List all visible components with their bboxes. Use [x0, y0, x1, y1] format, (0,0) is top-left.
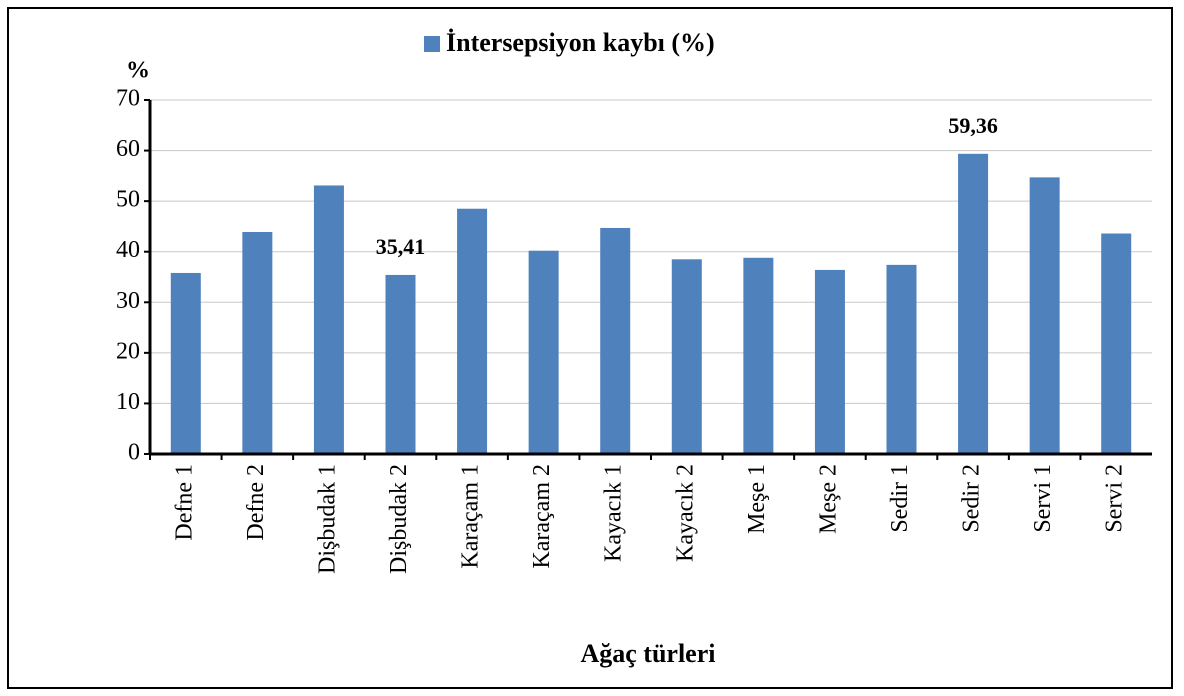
x-tick-label: Karaçam 2: [529, 464, 555, 569]
x-axis-label: Ağaç türleri: [580, 639, 715, 668]
bar: [600, 227, 631, 454]
x-tick-label: Dişbudak 1: [314, 464, 340, 574]
bar: [814, 269, 845, 454]
x-tick-label: Meşe 2: [815, 464, 841, 534]
bar: [743, 257, 774, 454]
bar: [457, 208, 488, 454]
bar: [170, 272, 201, 454]
x-tick-label: Dişbudak 2: [386, 464, 412, 574]
x-tick-label: Defne 1: [171, 464, 197, 541]
legend-swatch: [424, 36, 440, 52]
bar: [671, 259, 702, 454]
bar: [886, 264, 917, 454]
y-tick-label: 10: [116, 389, 140, 415]
y-tick-label: 50: [116, 187, 140, 213]
bar: [1029, 177, 1060, 455]
bar: [242, 231, 273, 454]
x-tick-label: Sedir 1: [887, 464, 913, 533]
x-tick-label: Servi 2: [1102, 464, 1128, 533]
y-tick-label: 30: [116, 288, 140, 314]
x-tick-label: Defne 2: [243, 464, 269, 541]
y-tick-label: 40: [116, 237, 140, 263]
data-label: 35,41: [376, 234, 426, 259]
x-tick-label: Meşe 1: [744, 464, 770, 534]
bar: [958, 153, 989, 455]
data-label: 59,36: [948, 113, 998, 138]
bar: [313, 185, 344, 455]
bar: [528, 250, 559, 454]
x-tick-label: Sedir 2: [959, 464, 985, 533]
x-tick-label: Kayacık 2: [672, 464, 698, 562]
y-tick-label: 60: [116, 136, 140, 162]
x-tick-label: Servi 1: [1030, 464, 1056, 533]
y-tick-label: 0: [128, 440, 140, 466]
x-tick-label: Karaçam 1: [458, 464, 484, 569]
y-tick-label: 70: [116, 86, 140, 112]
legend-label: İntersepsiyon kaybı (%): [446, 28, 715, 57]
y-tick-label: 20: [116, 338, 140, 364]
y-axis-label: %: [126, 58, 150, 84]
bar: [385, 274, 416, 454]
x-tick-label: Kayacık 1: [601, 464, 627, 562]
bar: [1101, 233, 1132, 454]
